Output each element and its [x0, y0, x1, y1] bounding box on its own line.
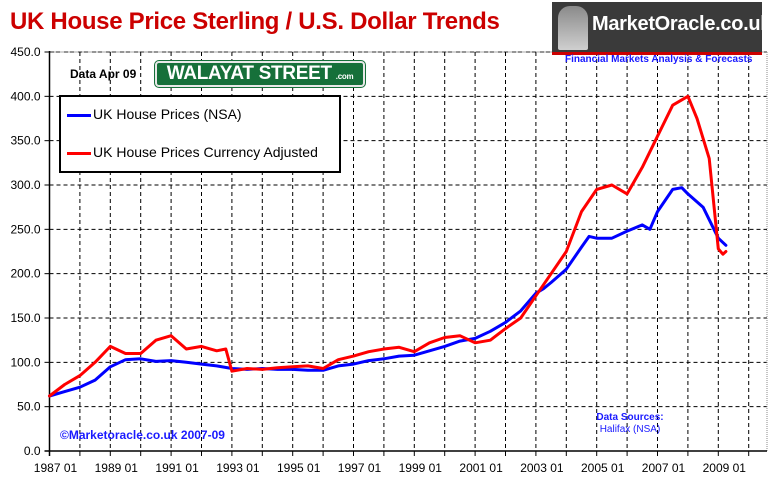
x-tick-label: 2009 01 [703, 461, 747, 475]
x-tick-label: 1995 01 [277, 461, 321, 475]
y-tick-label: 200.0 [10, 267, 40, 281]
y-tick-label: 150.0 [10, 311, 40, 325]
y-tick-label: 350.0 [10, 134, 40, 148]
series-lines [48, 94, 728, 398]
logo-text: MarketOracle.co.uk [592, 13, 772, 35]
x-tick-label: 2003 01 [520, 461, 564, 475]
x-tick-label: 1993 01 [216, 461, 260, 475]
series-line-nsa [48, 186, 728, 398]
x-tick-label: 2007 01 [642, 461, 686, 475]
street-sign-suffix: .com [335, 72, 354, 81]
y-axis-ticks: 0.0 50.0 100.0 150.0 200.0 250.0 300.0 350.0 400… [10, 45, 40, 458]
x-tick-label: 2001 01 [459, 461, 503, 475]
y-tick-label: 300.0 [10, 178, 40, 192]
legend-swatch-red [67, 151, 91, 155]
chart-title: UK House Price Sterling / U.S. Dollar Tr… [10, 8, 500, 35]
statue-icon [558, 6, 588, 50]
copyright-text: ©Marketoracle.co.uk 2007-09 [60, 428, 225, 442]
y-tick-label: 100.0 [10, 355, 40, 369]
x-axis-ticks: 1987 01 1989 01 1991 01 1993 01 1995 01 1997 … [34, 461, 747, 475]
data-sources-label: Data Sources: [596, 412, 664, 423]
x-tick-label: 1989 01 [95, 461, 139, 475]
x-tick-label: 1999 01 [399, 461, 443, 475]
x-tick-label: 1991 01 [155, 461, 199, 475]
street-sign-text: WALAYAT STREET [166, 63, 332, 84]
legend-item-adjusted: UK House Prices Currency Adjusted [67, 144, 318, 160]
y-tick-label: 400.0 [10, 89, 40, 103]
x-tick-label: 2005 01 [581, 461, 625, 475]
data-sources: Data Sources: Halifax (NSA) [580, 412, 680, 436]
legend-swatch-blue [67, 113, 91, 117]
legend-item-nsa: UK House Prices (NSA) [67, 106, 242, 122]
y-tick-label: 250.0 [10, 222, 40, 236]
series-line-currency-adjusted [48, 94, 728, 398]
marketoracle-logo[interactable]: MarketOracle.co.uk [552, 2, 771, 55]
y-tick-label: 50.0 [17, 400, 41, 414]
data-date-label: Data Apr 09 [70, 67, 137, 81]
axes [44, 51, 767, 456]
tagline: Financial Markets Analysis & Forecasts [565, 54, 753, 65]
legend-label-nsa: UK House Prices (NSA) [93, 106, 242, 122]
walayat-street-sign: WALAYAT STREET .com [155, 61, 365, 87]
legend-label-adjusted: UK House Prices Currency Adjusted [93, 144, 318, 160]
legend: UK House Prices (NSA) UK House Prices Cu… [59, 95, 341, 173]
y-tick-label: 0.0 [24, 444, 41, 458]
data-sources-value: Halifax (NSA) [599, 424, 661, 435]
x-tick-label: 1987 01 [34, 461, 78, 475]
y-tick-label: 450.0 [10, 45, 40, 59]
x-tick-label: 1997 01 [338, 461, 382, 475]
